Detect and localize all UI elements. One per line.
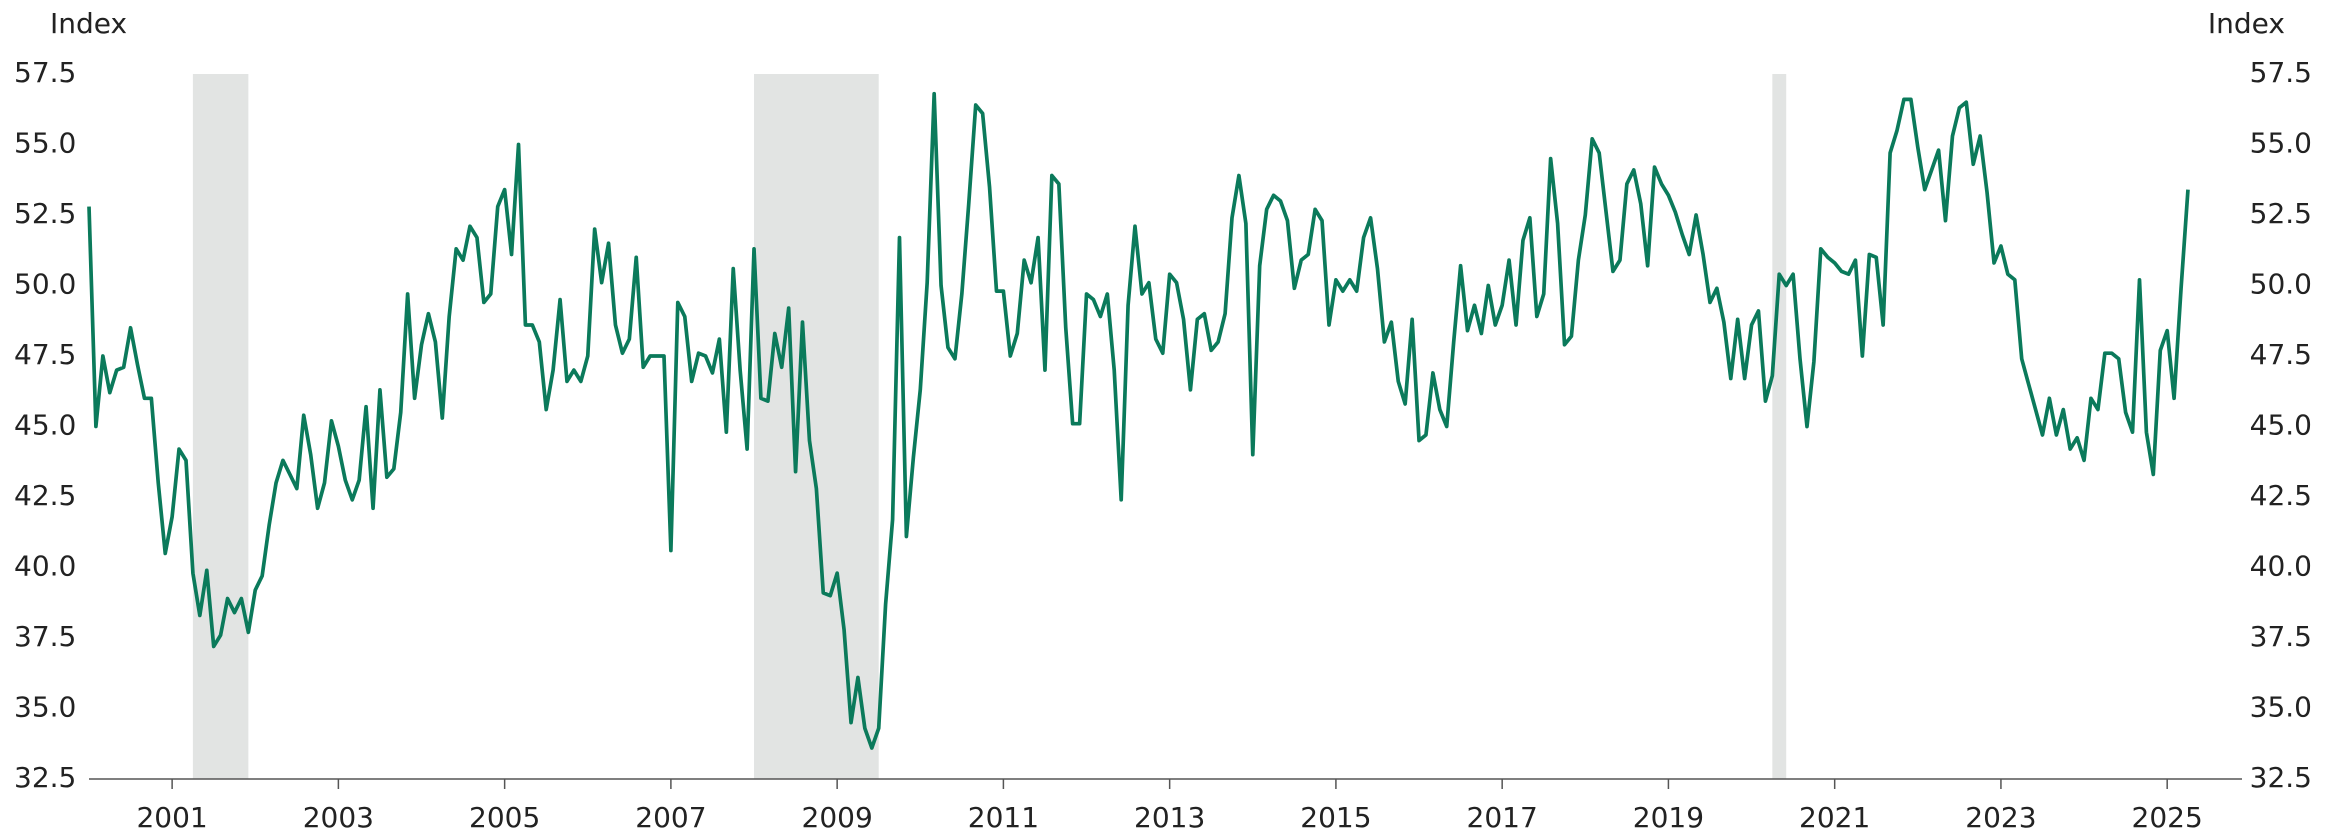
x-tick-label: 2013 [1134,801,1205,834]
x-tick-label: 2025 [2132,801,2203,834]
y-tick-label: 57.5 [14,56,76,89]
x-tick-label: 2021 [1799,801,1870,834]
x-tick-label: 2003 [303,801,374,834]
y2-tick-label: 35.0 [2250,691,2312,724]
x-tick-label: 2005 [469,801,540,834]
y-tick-label: 45.0 [14,409,76,442]
y-tick-label: 55.0 [14,127,76,160]
y2-tick-label: 50.0 [2250,268,2312,301]
y-tick-label: 42.5 [14,479,76,512]
y-tick-label: 35.0 [14,691,76,724]
y2-tick-label: 40.0 [2250,550,2312,583]
data-line [87,91,2190,750]
y-tick-label: 40.0 [14,550,76,583]
y-tick-label: 37.5 [14,620,76,653]
y-tick-label: 47.5 [14,338,76,371]
y2-tick-label: 32.5 [2250,761,2312,794]
x-tick-label: 2019 [1633,801,1704,834]
y-tick-label: 50.0 [14,268,76,301]
shaded-period [1772,74,1787,779]
shaded-period [754,74,879,779]
x-tick-label: 2017 [1467,801,1538,834]
y-tick-label: 52.5 [14,197,76,230]
y2-tick-label: 55.0 [2250,127,2312,160]
y2-tick-label: 52.5 [2250,197,2312,230]
x-tick-label: 2015 [1300,801,1371,834]
y2-tick-label: 42.5 [2250,479,2312,512]
x-tick-label: 2007 [635,801,706,834]
y2-tick-label: 45.0 [2250,409,2312,442]
y-axis-label: Index [50,7,127,40]
x-tick-label: 2023 [1965,801,2036,834]
x-tick-label: 2011 [968,801,1039,834]
y2-tick-label: 57.5 [2250,56,2312,89]
y2-tick-label: 37.5 [2250,620,2312,653]
y-tick-label: 32.5 [14,761,76,794]
y2-axis-label: Index [2208,7,2285,40]
x-tick-label: 2009 [802,801,873,834]
y2-tick-label: 47.5 [2250,338,2312,371]
x-tick-label: 2001 [136,801,207,834]
shaded-period [192,74,249,779]
